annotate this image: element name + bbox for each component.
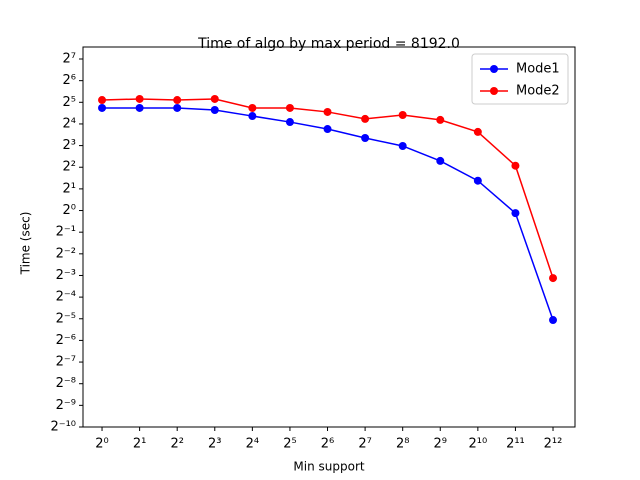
y-tick-label: 2⁵: [63, 95, 76, 110]
legend-marker: [490, 65, 498, 73]
x-tick-label: 2⁴: [246, 437, 259, 452]
x-tick-label: 2¹⁰: [468, 437, 487, 452]
x-axis-label: Min support: [293, 460, 364, 474]
marker: [323, 125, 332, 134]
marker: [285, 118, 294, 127]
y-tick-label: 2⁻⁹: [56, 398, 76, 413]
marker: [361, 134, 370, 143]
y-axis-label: Time (sec): [19, 212, 33, 276]
x-tick-label: 2⁹: [434, 437, 447, 452]
marker: [473, 176, 482, 185]
y-tick-label: 2⁻⁷: [56, 355, 76, 370]
y-tick-label: 2⁻⁵: [56, 311, 76, 326]
x-tick-label: 2²: [170, 437, 183, 452]
marker: [210, 94, 219, 103]
y-tick-label: 2⁰: [63, 203, 76, 218]
y-tick-label: 2⁻¹⁰: [50, 420, 76, 435]
y-tick-label: 2⁻⁸: [56, 376, 76, 391]
marker: [285, 103, 294, 112]
y-tick-label: 2⁻⁴: [56, 290, 76, 305]
y-tick-label: 2⁻⁶: [56, 333, 76, 348]
x-tick-label: 2⁰: [95, 437, 108, 452]
x-tick-label: 2¹: [133, 437, 146, 452]
y-tick-label: 2⁶: [63, 73, 76, 88]
y-tick-label: 2⁻¹: [56, 225, 76, 240]
chart-title: Time of algo by max period = 8192.0: [197, 36, 460, 52]
legend-marker: [490, 87, 498, 95]
y-tick-label: 2⁴: [63, 116, 76, 131]
x-tick-label: 2¹²: [544, 437, 563, 452]
y-tick-label: 2²: [63, 160, 76, 175]
marker: [210, 106, 219, 115]
marker: [436, 156, 445, 165]
marker: [511, 209, 520, 218]
marker: [248, 112, 257, 121]
x-tick-label: 2⁵: [283, 437, 296, 452]
marker: [549, 316, 558, 325]
x-tick-label: 2³: [208, 437, 221, 452]
legend-label: Mode1: [516, 62, 560, 77]
y-tick-label: 2¹: [63, 181, 76, 196]
y-tick-label: 2⁻³: [56, 268, 76, 283]
y-tick-label: 2⁻²: [56, 246, 76, 261]
x-tick-label: 2¹¹: [506, 437, 525, 452]
y-tick-label: 2³: [63, 138, 76, 153]
marker: [173, 103, 182, 112]
line: [102, 107, 554, 321]
marker: [398, 111, 407, 120]
marker: [323, 107, 332, 116]
marker: [511, 161, 520, 170]
marker: [135, 94, 144, 103]
x-tick-label: 2⁸: [396, 437, 409, 452]
x-tick-label: 2⁶: [321, 437, 334, 452]
marker: [361, 114, 370, 123]
plot-frame: [82, 46, 576, 428]
marker: [473, 127, 482, 136]
marker: [135, 103, 144, 112]
marker: [98, 96, 107, 105]
legend-label: Mode2: [516, 84, 560, 99]
marker: [173, 96, 182, 105]
marker: [549, 274, 558, 283]
marker: [436, 115, 445, 124]
marker: [398, 141, 407, 150]
marker: [248, 103, 257, 112]
marker: [98, 103, 107, 112]
y-tick-label: 2⁷: [63, 52, 76, 67]
x-tick-label: 2⁷: [358, 437, 371, 452]
